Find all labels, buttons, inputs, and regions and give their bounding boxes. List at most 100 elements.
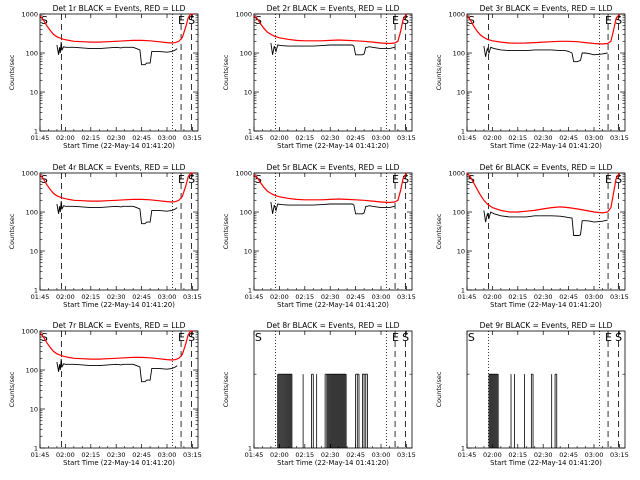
x-tick-label: 03:00 xyxy=(158,451,177,459)
marker-letter: S xyxy=(188,331,195,344)
x-tick-label: 03:15 xyxy=(397,451,416,459)
marker-letter: S xyxy=(402,173,409,186)
x-tick-label: 02:00 xyxy=(483,293,502,301)
marker-letter: E xyxy=(178,14,185,27)
marker-letter: S xyxy=(468,331,475,344)
x-tick-label: 02:00 xyxy=(270,451,289,459)
x-tick-label: 02:30 xyxy=(107,293,126,301)
x-tick-label: 03:00 xyxy=(158,293,177,301)
marker-letter: E xyxy=(605,173,612,186)
x-tick-label: 03:00 xyxy=(585,451,604,459)
y-tick-label: 1 xyxy=(34,128,38,136)
lld-series-line xyxy=(466,172,620,214)
plot-frame xyxy=(39,330,199,449)
y-axis-label: Counts/sec xyxy=(435,213,443,249)
y-tick-label: 1 xyxy=(34,287,38,295)
x-tick-label: 02:45 xyxy=(559,451,578,459)
plot-frame xyxy=(39,172,199,291)
y-tick-label: 100 xyxy=(453,50,465,58)
x-tick-label: 02:15 xyxy=(295,293,314,301)
x-tick-label: 01:45 xyxy=(31,134,50,142)
x-axis-label: Start Time (22-May-14 01:41:20) xyxy=(277,459,389,467)
events-series-line xyxy=(56,42,178,66)
x-tick-label: 01:45 xyxy=(458,451,477,459)
chart-title: Det 6r BLACK = Events, RED = LLD xyxy=(480,163,613,172)
y-tick-label: 100 xyxy=(26,367,38,375)
y-tick-label: 1000 xyxy=(448,170,465,178)
marker-letter: S xyxy=(188,173,195,186)
marker-letter: S xyxy=(615,331,622,344)
chart-title: Det 1r BLACK = Events, RED = LLD xyxy=(53,4,186,13)
x-tick-label: 02:45 xyxy=(132,451,151,459)
events-series-line xyxy=(270,201,395,215)
x-axis-label: Start Time (22-May-14 01:41:20) xyxy=(277,301,389,309)
chart-title: Det 9r BLACK = Events, RED = LLD xyxy=(480,321,613,330)
y-tick-label: 1000 xyxy=(21,328,38,336)
y-tick-label: 1000 xyxy=(235,11,252,19)
x-axis-label: Start Time (22-May-14 01:41:20) xyxy=(63,142,175,150)
marker-letter: E xyxy=(178,331,185,344)
x-tick-label: 03:00 xyxy=(372,293,391,301)
y-tick-label: 1 xyxy=(248,128,252,136)
x-tick-label: 02:00 xyxy=(56,134,75,142)
x-tick-label: 02:30 xyxy=(107,451,126,459)
x-tick-label: 02:15 xyxy=(81,451,100,459)
y-tick-label: 1 xyxy=(34,445,38,453)
y-tick-label: 1 xyxy=(248,287,252,295)
x-tick-label: 02:00 xyxy=(56,293,75,301)
plot-frame xyxy=(466,172,626,291)
x-tick-label: 03:00 xyxy=(585,293,604,301)
y-axis-label: Counts/sec xyxy=(435,54,443,90)
x-tick-label: 02:15 xyxy=(295,134,314,142)
x-tick-label: 02:30 xyxy=(321,293,340,301)
y-tick-label: 1000 xyxy=(448,11,465,19)
plot-frame xyxy=(253,172,413,291)
y-tick-label: 100 xyxy=(26,209,38,217)
y-tick-label: 1 xyxy=(461,287,465,295)
marker-letter: S xyxy=(402,331,409,344)
y-tick-label: 10 xyxy=(30,89,38,97)
chart-panel-1: Det 1r BLACK = Events, RED = LLD 01:45 02:… xyxy=(8,4,202,150)
x-tick-label: 02:45 xyxy=(132,293,151,301)
x-axis-label: Start Time (22-May-14 01:41:20) xyxy=(490,142,602,150)
x-axis-label: Start Time (22-May-14 01:41:20) xyxy=(490,459,602,467)
y-axis-label: Counts/sec xyxy=(8,54,16,90)
plot-frame xyxy=(39,13,199,132)
y-tick-label: 1000 xyxy=(235,170,252,178)
chart-panel-4: Det 4r BLACK = Events, RED = LLD 01:45 02:… xyxy=(8,163,202,309)
lld-series-line xyxy=(253,13,407,45)
chart-title: Det 4r BLACK = Events, RED = LLD xyxy=(53,163,186,172)
x-tick-label: 01:45 xyxy=(245,134,264,142)
x-tick-label: 01:45 xyxy=(245,293,264,301)
x-tick-label: 02:00 xyxy=(270,293,289,301)
x-tick-label: 02:00 xyxy=(483,134,502,142)
y-tick-label: 10 xyxy=(244,89,252,97)
x-tick-label: 03:15 xyxy=(610,451,629,459)
y-axis-label: Counts/sec xyxy=(222,213,230,249)
x-tick-label: 02:30 xyxy=(534,134,553,142)
x-tick-label: 01:45 xyxy=(458,134,477,142)
lld-series-line xyxy=(253,172,407,204)
x-tick-label: 02:45 xyxy=(559,134,578,142)
x-axis-label: Start Time (22-May-14 01:41:20) xyxy=(490,301,602,309)
chart-panel-6: Det 6r BLACK = Events, RED = LLD 01:45 02:… xyxy=(435,163,629,309)
events-series-line xyxy=(483,210,608,236)
plot-frame xyxy=(466,330,626,449)
chart-title: Det 3r BLACK = Events, RED = LLD xyxy=(480,4,613,13)
x-tick-label: 02:45 xyxy=(346,293,365,301)
x-tick-label: 01:45 xyxy=(245,451,264,459)
marker-letter: S xyxy=(615,14,622,27)
marker-letter: S xyxy=(615,173,622,186)
events-series-line xyxy=(483,46,608,63)
x-tick-label: 02:15 xyxy=(508,293,527,301)
chart-title: Det 2r BLACK = Events, RED = LLD xyxy=(267,4,400,13)
plot-frame xyxy=(253,13,413,132)
marker-letter: E xyxy=(392,173,399,186)
chart-panel-7: Det 7r BLACK = Events, RED = LLD 01:45 02:… xyxy=(8,321,202,467)
x-tick-label: 02:45 xyxy=(346,451,365,459)
x-tick-label: 03:15 xyxy=(610,293,629,301)
x-tick-label: 01:45 xyxy=(31,451,50,459)
chart-panel-5: Det 5r BLACK = Events, RED = LLD 01:45 02:… xyxy=(222,163,416,309)
marker-letter: S xyxy=(255,331,262,344)
events-series-line xyxy=(56,359,178,383)
